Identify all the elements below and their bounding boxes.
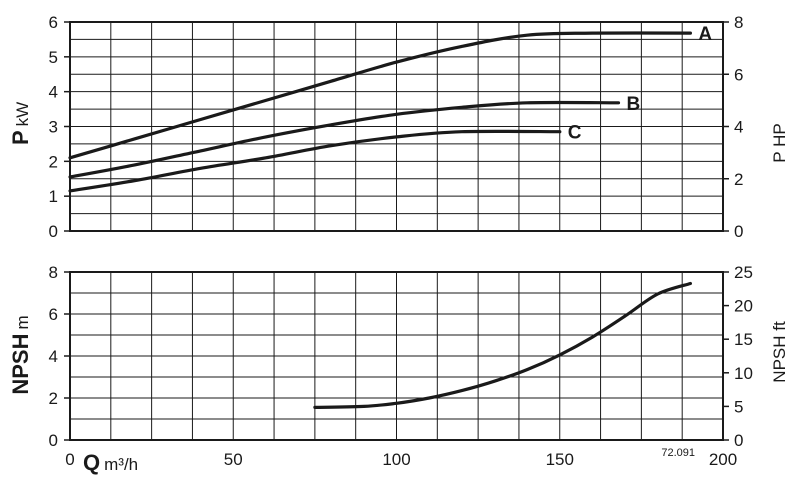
npsh-grid: [69, 271, 724, 441]
x-tick-label: 100: [382, 450, 410, 469]
power-y2-tick-label: 4: [734, 118, 743, 137]
curve-label-b: B: [627, 94, 641, 115]
power-y-tick-label: 2: [49, 152, 58, 171]
power-curve-a: [68, 31, 692, 160]
power-curve-b: [68, 100, 621, 179]
power-curves: A B C: [68, 24, 712, 193]
curve-label-a: A: [698, 24, 712, 45]
power-y-ticks: 0 1 2 3 4 5 6: [49, 13, 70, 241]
power-y-axis-label: PkW: [8, 102, 33, 145]
figure-code: 72.091: [661, 447, 695, 459]
power-y2-axis-label: P HP: [770, 123, 789, 162]
npsh-y-tick-label: 4: [49, 347, 58, 366]
power-y2-tick-label: 6: [734, 65, 743, 84]
power-y-tick-label: 3: [49, 118, 58, 137]
npsh-y2-tick-label: 10: [734, 364, 753, 383]
npsh-y-axis-label: NPSHm: [8, 315, 33, 394]
npsh-y-tick-label: 6: [49, 305, 58, 324]
npsh-y2-tick-label: 15: [734, 330, 753, 349]
npsh-y-ticks: 0 2 4 6 8: [49, 263, 70, 450]
power-y2-tick-label: 2: [734, 170, 743, 189]
npsh-y2-tick-label: 5: [734, 397, 743, 416]
npsh-panel: 0 2 4 6 8 0 5 10 15 20 25 0 50 100 150 200 NPSHm NPSH…: [8, 263, 789, 475]
x-tick-label: 200: [709, 450, 737, 469]
npsh-curves: [313, 281, 692, 409]
npsh-y2-tick-label: 25: [734, 263, 753, 282]
npsh-curve-npsh: [313, 281, 692, 409]
power-y2-tick-label: 0: [734, 222, 743, 241]
power-curve-c: [68, 129, 562, 193]
curve-label-c: C: [568, 123, 582, 144]
x-tick-label: 0: [65, 450, 74, 469]
power-y-tick-label: 5: [49, 48, 58, 67]
x-tick-label: 50: [224, 450, 243, 469]
power-y2-tick-label: 8: [734, 13, 743, 32]
npsh-y-tick-label: 2: [49, 389, 58, 408]
npsh-y-tick-label: 8: [49, 263, 58, 282]
npsh-y-tick-label: 0: [49, 431, 58, 450]
power-y2-ticks: 0 2 4 6 8: [723, 13, 743, 241]
power-y-tick-label: 6: [49, 13, 58, 32]
power-grid: [69, 21, 724, 232]
power-y-tick-label: 0: [49, 222, 58, 241]
power-y-tick-label: 4: [49, 83, 58, 102]
npsh-y2-axis-label: NPSH ft: [770, 321, 789, 383]
npsh-y2-tick-label: 20: [734, 297, 753, 316]
x-tick-label: 150: [546, 450, 574, 469]
npsh-y2-tick-label: 0: [734, 431, 743, 450]
power-panel: 0 1 2 3 4 5 6 0 2 4 6 8 A B C PkW P HP: [8, 13, 789, 241]
power-y-tick-label: 1: [49, 187, 58, 206]
npsh-x-ticks: 0 50 100 150 200: [65, 450, 737, 469]
npsh-y2-ticks: 0 5 10 15 20 25: [723, 263, 753, 450]
